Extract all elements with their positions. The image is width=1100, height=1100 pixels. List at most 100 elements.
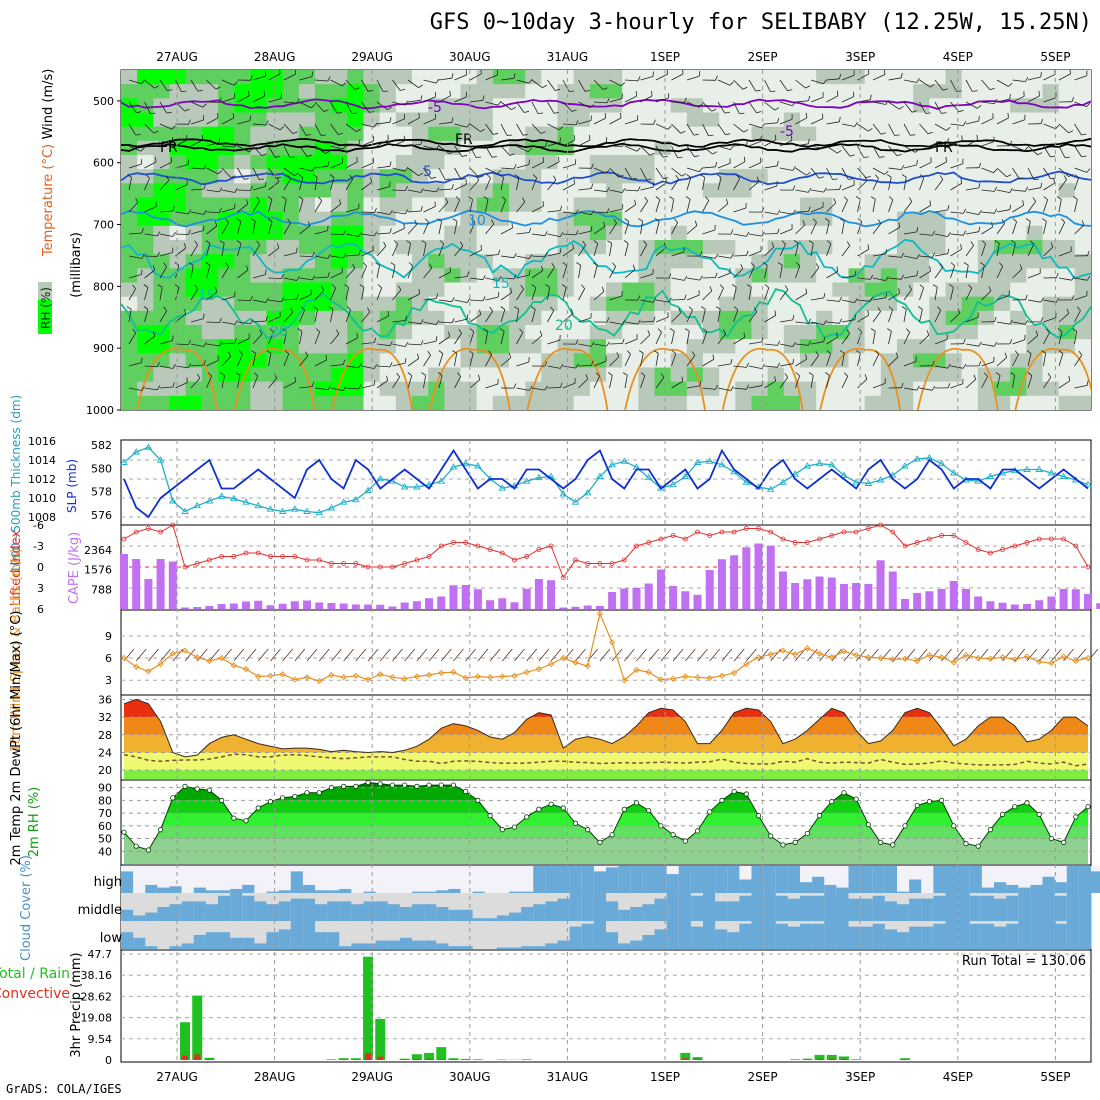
wind-barb-10m (245, 648, 257, 662)
wind-barb-flag (730, 359, 733, 364)
rh-point (414, 783, 420, 789)
wind-barb (159, 101, 168, 114)
wind-barb (702, 166, 716, 169)
rh-cell (751, 268, 769, 284)
wind-speed-point (316, 677, 323, 685)
cloud-bg (484, 921, 498, 949)
thickness-point (742, 478, 751, 485)
wind-barb-flag (449, 266, 451, 273)
wind-barb (423, 375, 427, 389)
wind-barb-flag (784, 373, 788, 378)
lifted-index-point (926, 536, 932, 542)
wind-barb-flag (867, 244, 870, 250)
wind-speed-point (413, 673, 420, 680)
wind-barb (206, 291, 218, 301)
cloud-bar (193, 901, 207, 921)
cloud-bar (181, 901, 195, 921)
cloud-bar (933, 895, 946, 921)
rh-cell (476, 98, 494, 114)
wind-barb-flag (234, 203, 236, 209)
wind-barb (547, 252, 561, 257)
wind-barb-flag (976, 134, 978, 140)
pressure-tick: 800 (93, 280, 114, 293)
rh-cell (298, 112, 316, 128)
wind-barb-flag (280, 93, 282, 99)
wind-barb-flag (203, 184, 206, 190)
wind-barb (795, 224, 806, 235)
rh-cell (654, 70, 672, 85)
rh-point (743, 791, 749, 797)
wind-barb (1043, 332, 1050, 345)
wind-barb (128, 163, 142, 169)
wind-barb-flag (637, 295, 641, 301)
wind-barb-flag (225, 218, 229, 224)
rh-cell (913, 381, 930, 397)
wind-barb-flag (1056, 272, 1059, 278)
wind-barb (733, 178, 741, 191)
wind-barb-10m (306, 648, 318, 662)
wind-barb (795, 189, 809, 193)
rh-cell (864, 268, 882, 284)
wind-barb-flag (136, 111, 142, 114)
wind-barb (438, 121, 452, 125)
rh-cell (589, 112, 607, 128)
wind-barb (733, 207, 747, 213)
wind-barb-flag (731, 284, 737, 288)
wind-barb-flag (901, 274, 905, 280)
wind-barb-flag (234, 320, 238, 325)
chart-title: GFS 0~10day 3-hourly for SELIBABY (12.25… (429, 10, 1092, 35)
wind-barb-flag (559, 232, 564, 237)
rh-cell (412, 240, 429, 255)
wind-barb-flag (776, 160, 779, 166)
wind-barb (1027, 353, 1032, 367)
wind-barb (314, 200, 323, 213)
wind-barb-10m (514, 648, 525, 662)
wind-barb-flag (705, 196, 710, 201)
wind-barb (159, 287, 163, 301)
wind-barb (903, 101, 913, 113)
wind-barb (950, 79, 957, 92)
date-label-top: 31AUG (547, 50, 589, 64)
rh-cell (557, 112, 575, 128)
wind-barb (733, 123, 744, 133)
lifted-index-line (123, 524, 1089, 579)
rh-cell (800, 325, 817, 340)
wind-barb (299, 255, 313, 257)
wind-barb (764, 287, 770, 301)
rh-cell (897, 70, 914, 85)
wind-barb-flag (431, 176, 437, 179)
rh-cell (557, 225, 575, 241)
wind-barb (609, 208, 623, 213)
wind-barb (686, 199, 691, 213)
rh-cell (961, 84, 979, 99)
cape-bar (571, 606, 580, 609)
thickness-point (181, 507, 189, 514)
wind-barb-flag (716, 174, 722, 178)
wind-barb (671, 145, 678, 158)
lifted-index-point (914, 540, 920, 545)
rh-cell (686, 197, 704, 213)
rh-cell (444, 325, 462, 340)
cape-bar (412, 601, 421, 609)
cloud-bar (1030, 921, 1043, 949)
rh-cell (1058, 310, 1076, 326)
cloud-bg (254, 866, 267, 893)
wind-barb-flag (774, 107, 780, 111)
rh-cell (250, 254, 268, 269)
cloud-bg (521, 866, 534, 893)
wind-barb-flag (544, 252, 548, 258)
wind-barb (175, 343, 189, 345)
rh-cell (654, 367, 672, 383)
wind-speed-point (853, 651, 860, 659)
rh-cell (994, 367, 1011, 383)
rh-cell (137, 282, 154, 298)
rh-cell (137, 268, 154, 284)
wind-barb (888, 145, 898, 157)
wind-barb (965, 79, 973, 92)
wind-barb (934, 142, 948, 147)
wind-barb-flag (699, 167, 703, 173)
wind-barb-flag (183, 243, 187, 249)
wind-barb (547, 101, 555, 114)
cape-bar (778, 571, 787, 609)
cloud-bg (363, 866, 377, 893)
